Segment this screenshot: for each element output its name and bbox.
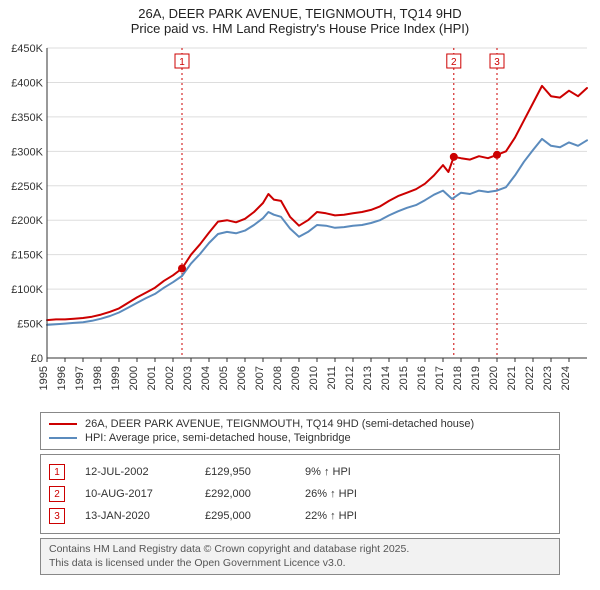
svg-text:2: 2 xyxy=(451,57,457,68)
event-date: 12-JUL-2002 xyxy=(85,466,205,478)
svg-text:2017: 2017 xyxy=(434,366,446,390)
svg-text:2010: 2010 xyxy=(308,366,320,390)
svg-text:1995: 1995 xyxy=(38,366,50,390)
footer-line2: This data is licensed under the Open Gov… xyxy=(49,557,551,571)
svg-text:3: 3 xyxy=(494,57,500,68)
svg-text:2007: 2007 xyxy=(254,366,266,390)
chart-title-line1: 26A, DEER PARK AVENUE, TEIGNMOUTH, TQ14 … xyxy=(0,6,600,21)
event-marker: 1 xyxy=(49,464,65,480)
svg-text:2012: 2012 xyxy=(344,366,356,390)
svg-text:2022: 2022 xyxy=(524,366,536,390)
event-marker: 2 xyxy=(49,486,65,502)
svg-text:£200K: £200K xyxy=(11,215,43,227)
svg-text:2000: 2000 xyxy=(128,366,140,390)
svg-text:2005: 2005 xyxy=(218,366,230,390)
chart-title-line2: Price paid vs. HM Land Registry's House … xyxy=(0,21,600,36)
svg-text:2009: 2009 xyxy=(290,366,302,390)
event-diff: 26% ↑ HPI xyxy=(305,488,425,500)
legend-swatch xyxy=(49,423,77,425)
svg-text:1997: 1997 xyxy=(74,366,86,390)
event-diff: 9% ↑ HPI xyxy=(305,466,425,478)
svg-text:2002: 2002 xyxy=(164,366,176,390)
event-price: £295,000 xyxy=(205,510,305,522)
svg-text:£350K: £350K xyxy=(11,112,43,124)
svg-text:2020: 2020 xyxy=(488,366,500,390)
svg-text:£100K: £100K xyxy=(11,284,43,296)
legend-box: 26A, DEER PARK AVENUE, TEIGNMOUTH, TQ14 … xyxy=(40,412,560,450)
legend-label: 26A, DEER PARK AVENUE, TEIGNMOUTH, TQ14 … xyxy=(85,418,474,430)
svg-text:2004: 2004 xyxy=(200,366,212,390)
svg-text:£0: £0 xyxy=(31,353,43,365)
legend-swatch xyxy=(49,437,77,439)
svg-text:£150K: £150K xyxy=(11,250,43,262)
event-diff: 22% ↑ HPI xyxy=(305,510,425,522)
svg-text:2001: 2001 xyxy=(146,366,158,390)
chart-svg: £0 £50K £100K £150K £200K £250K £300K £350K £400… xyxy=(5,38,595,408)
event-row: 2 10-AUG-2017£292,00026% ↑ HPI xyxy=(49,483,551,505)
event-price: £129,950 xyxy=(205,466,305,478)
svg-text:1999: 1999 xyxy=(110,366,122,390)
legend-label: HPI: Average price, semi-detached house,… xyxy=(85,432,351,444)
footer-attribution: Contains HM Land Registry data © Crown c… xyxy=(40,538,560,575)
svg-text:2018: 2018 xyxy=(452,366,464,390)
svg-text:2013: 2013 xyxy=(362,366,374,390)
svg-text:£250K: £250K xyxy=(11,181,43,193)
svg-text:1996: 1996 xyxy=(56,366,68,390)
chart-title-block: 26A, DEER PARK AVENUE, TEIGNMOUTH, TQ14 … xyxy=(0,0,600,38)
svg-text:1: 1 xyxy=(179,57,185,68)
svg-text:2014: 2014 xyxy=(380,366,392,390)
event-date: 10-AUG-2017 xyxy=(85,488,205,500)
svg-text:2011: 2011 xyxy=(326,366,338,390)
svg-text:2016: 2016 xyxy=(416,366,428,390)
event-price: £292,000 xyxy=(205,488,305,500)
event-row: 1 12-JUL-2002£129,9509% ↑ HPI xyxy=(49,461,551,483)
svg-text:2024: 2024 xyxy=(560,366,572,390)
svg-text:2008: 2008 xyxy=(272,366,284,390)
svg-text:2003: 2003 xyxy=(182,366,194,390)
svg-text:1998: 1998 xyxy=(92,366,104,390)
svg-text:£400K: £400K xyxy=(11,77,43,89)
events-table: 1 12-JUL-2002£129,9509% ↑ HPI 2 10-AUG-2017… xyxy=(40,454,560,534)
svg-text:2019: 2019 xyxy=(470,366,482,390)
event-date: 13-JAN-2020 xyxy=(85,510,205,522)
chart-plot-area: £0 £50K £100K £150K £200K £250K £300K £350K £400… xyxy=(5,38,595,408)
svg-text:£300K: £300K xyxy=(11,146,43,158)
svg-text:2023: 2023 xyxy=(542,366,554,390)
svg-text:2015: 2015 xyxy=(398,366,410,390)
event-marker: 3 xyxy=(49,508,65,524)
svg-text:£50K: £50K xyxy=(17,319,43,331)
event-row: 3 13-JAN-2020£295,00022% ↑ HPI xyxy=(49,505,551,527)
legend-row: HPI: Average price, semi-detached house,… xyxy=(49,431,551,445)
svg-text:£450K: £450K xyxy=(11,43,43,55)
svg-text:2021: 2021 xyxy=(506,366,518,390)
svg-text:2006: 2006 xyxy=(236,366,248,390)
legend-row: 26A, DEER PARK AVENUE, TEIGNMOUTH, TQ14 … xyxy=(49,417,551,431)
footer-line1: Contains HM Land Registry data © Crown c… xyxy=(49,543,551,557)
